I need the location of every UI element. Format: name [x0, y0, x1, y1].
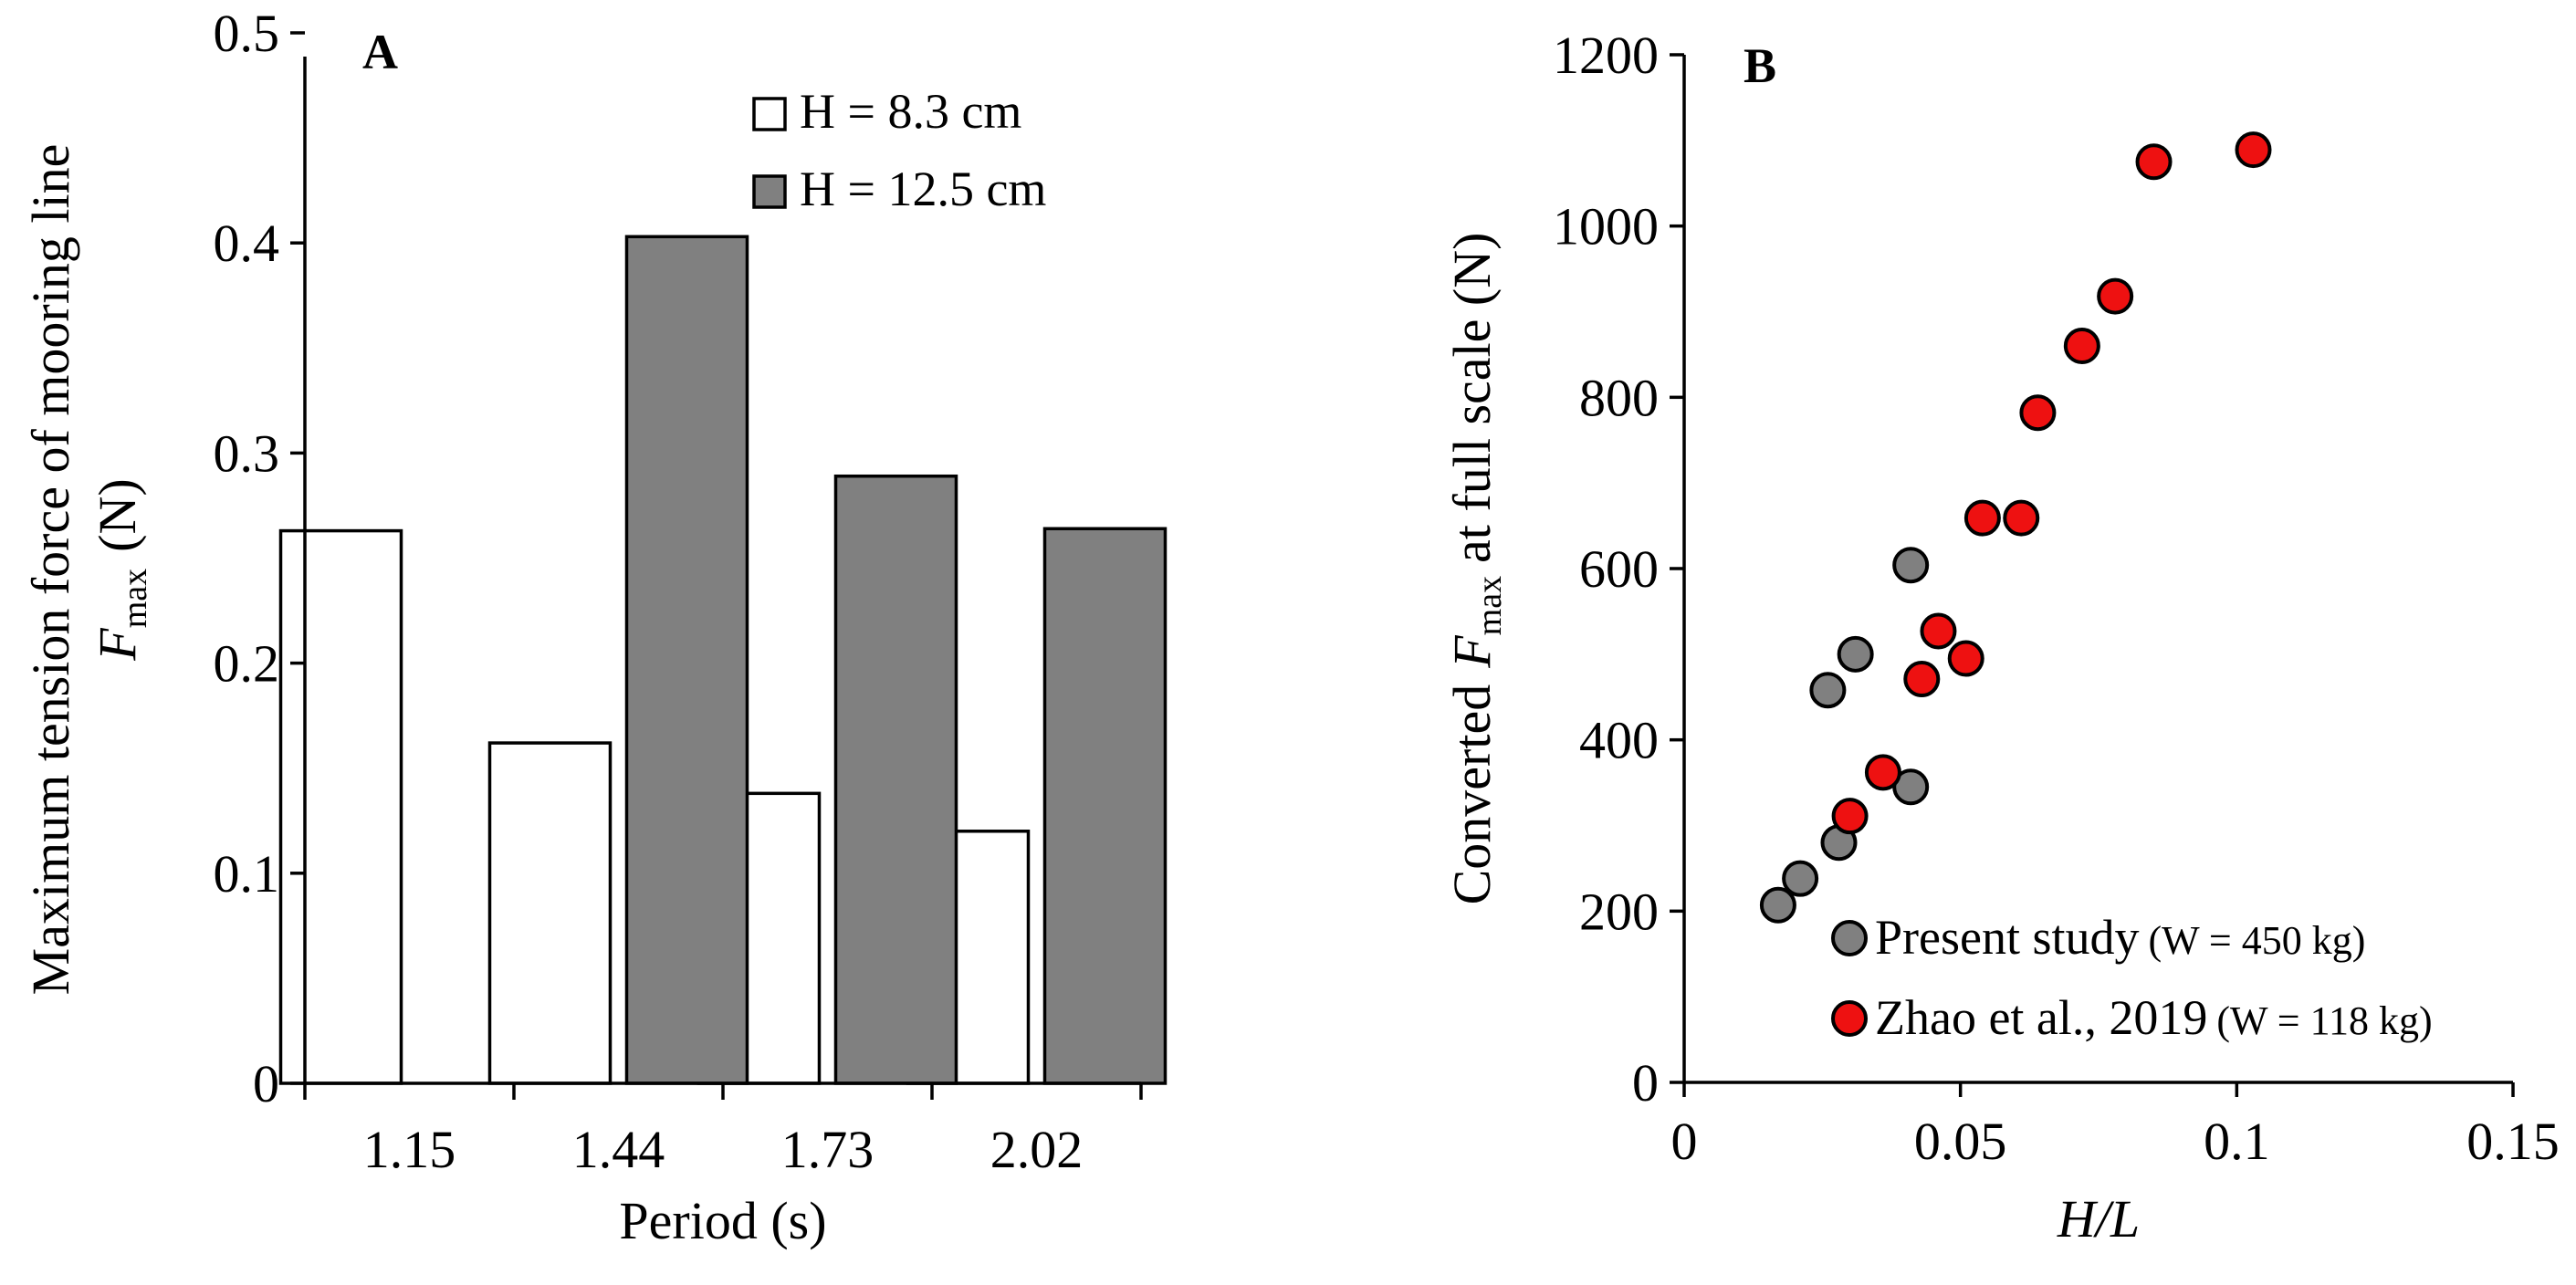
panel-a-y-ticks: 0 0.1 0.2 0.3 0.4 0.5 — [214, 4, 305, 1113]
zhao-2019-point — [1864, 754, 1901, 791]
legend-series-note: (W = 118 kg) — [2216, 998, 2432, 1043]
legend-label: H = 8.3 cm — [800, 84, 1021, 139]
panel-b-y-tick-label: 400 — [1579, 711, 1659, 770]
panel-b-x-title: H/L — [2057, 1189, 2140, 1248]
panel-b-y-tick-label: 200 — [1579, 882, 1659, 941]
panel-b-y-tick-label: 0 — [1632, 1053, 1659, 1113]
present-study-point — [1837, 635, 1874, 673]
present-study-point — [1759, 886, 1796, 924]
panel-a-x-tick-label: 2.02 — [990, 1120, 1084, 1179]
present-study-point — [1809, 672, 1847, 709]
panel-a-x-ticks: 1.15 1.44 1.73 2.02 — [303, 1083, 1143, 1179]
panel-b-y-ticks: 0 200 400 600 800 1000 1200 — [1553, 26, 1684, 1113]
zhao-2019-point — [2135, 143, 2173, 181]
panel-b-y-tick-label: 600 — [1579, 539, 1659, 599]
legend-label: H = 12.5 cm — [800, 162, 1046, 216]
zhao-2019-point — [1831, 798, 1869, 835]
legend-marker — [1831, 1000, 1868, 1037]
bar-h83-1.44 — [487, 741, 613, 1085]
panel-b-y-tick-label: 1000 — [1553, 197, 1659, 256]
panel-b-label: B — [1744, 38, 1776, 93]
panel-b-points — [1759, 131, 2272, 924]
zhao-2019-point — [2097, 277, 2134, 315]
present-study-point — [1782, 860, 1819, 897]
panel-b-y-title-text: ConvertedFmaxat full scale (N) — [1442, 233, 1509, 905]
panel-a-label: A — [362, 25, 398, 79]
zhao-2019-point — [2019, 394, 2057, 432]
zhao-2019-point — [1920, 612, 1957, 650]
panel-a-y-tick-label: 0.5 — [214, 4, 280, 63]
bar-h83-1.15 — [278, 528, 403, 1085]
panel-a-x-title: Period (s) — [619, 1191, 826, 1250]
panel-a-y-tick-label: 0.4 — [214, 214, 280, 273]
panel-a-x-tick-label: 1.73 — [781, 1120, 874, 1179]
panel-a-x-tick-label: 1.44 — [572, 1120, 665, 1179]
panel-b-x-tick-label: 0.05 — [1914, 1112, 2007, 1171]
present-study-point — [1892, 547, 1930, 584]
panel-a-y-tick-label: 0.3 — [214, 423, 280, 483]
panel-b-x-tick-label: 0.15 — [2466, 1112, 2560, 1171]
panel-b-x-tick-label: 0.1 — [2204, 1112, 2270, 1171]
zhao-2019-point — [1963, 499, 2001, 537]
panel-a-y-title-line2: Fmax(N) — [88, 478, 154, 661]
panel-a-y-tick-label: 0 — [253, 1054, 279, 1113]
zhao-2019-point — [1947, 640, 1984, 677]
zhao-2019-point — [2003, 499, 2040, 537]
present-study-point — [1892, 768, 1930, 806]
panel-b-y-tick-label: 800 — [1579, 368, 1659, 427]
panel-a-y-title: Maximum tension force of mooring line Fm… — [21, 144, 154, 996]
bar-h125-1.73 — [833, 474, 958, 1085]
panel-b-y-tick-label: 1200 — [1553, 26, 1659, 85]
panel-a-y-tick-label: 0.2 — [214, 634, 280, 694]
bar-h125-2.02 — [1042, 527, 1168, 1085]
panel-a: A 0 0.1 0.2 0.3 0.4 0.5 1.15 1.44 1.73 2.02 Peri… — [21, 4, 1168, 1250]
zhao-2019-point — [2235, 131, 2272, 169]
panel-b-x-tick-label: 0 — [1671, 1112, 1698, 1171]
zhao-2019-point — [2063, 328, 2100, 365]
legend-swatch — [752, 174, 787, 209]
panel-a-y-tick-label: 0.1 — [214, 844, 280, 904]
legend-marker — [1831, 920, 1868, 956]
legend-label: Zhao et al., 2019 (W = 118 kg) — [1875, 990, 2433, 1045]
panel-a-bars — [278, 235, 1168, 1085]
legend-series-name: Zhao et al., 2019 — [1875, 990, 2207, 1045]
panel-b-x-ticks: 0 0.05 0.1 0.15 — [1671, 1082, 2560, 1171]
panel-b-y-title: ConvertedFmaxat full scale (N) — [1442, 233, 1509, 905]
legend-series-name: Present study — [1875, 910, 2140, 965]
zhao-2019-point — [1903, 661, 1941, 698]
panel-a-x-tick-label: 1.15 — [363, 1120, 456, 1179]
panel-a-y-title-line1: Maximum tension force of mooring line — [21, 144, 80, 996]
legend-series-note: (W = 450 kg) — [2149, 918, 2366, 963]
panel-b: B 0 200 400 600 800 1000 1200 0 0.05 0.1 0.15 H/L… — [1442, 26, 2560, 1248]
panel-a-legend: H = 8.3 cm H = 12.5 cm — [752, 84, 1046, 216]
legend-label: Present study (W = 450 kg) — [1875, 910, 2365, 965]
panel-b-legend: Present study (W = 450 kg) Zhao et al., 20… — [1831, 910, 2433, 1045]
legend-swatch — [752, 97, 787, 131]
bar-h125-1.44 — [624, 235, 749, 1085]
